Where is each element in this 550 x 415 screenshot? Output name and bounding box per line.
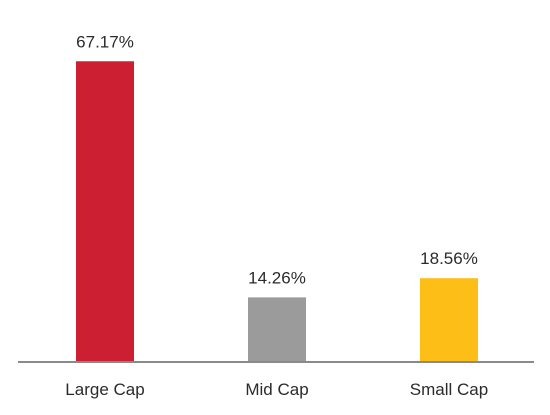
bar-large-cap <box>76 61 134 361</box>
bars-group <box>76 61 478 361</box>
bar-small-cap <box>420 278 478 361</box>
value-label-mid-cap: 14.26% <box>248 268 306 287</box>
category-labels-group: Large Cap Mid Cap Small Cap <box>65 380 488 399</box>
value-labels-group: 67.17% 14.26% 18.56% <box>76 32 478 287</box>
value-label-large-cap: 67.17% <box>76 32 134 51</box>
category-label-small-cap: Small Cap <box>410 380 488 399</box>
category-label-mid-cap: Mid Cap <box>245 380 308 399</box>
value-label-small-cap: 18.56% <box>420 249 478 268</box>
category-label-large-cap: Large Cap <box>65 380 144 399</box>
bar-mid-cap <box>248 297 306 361</box>
